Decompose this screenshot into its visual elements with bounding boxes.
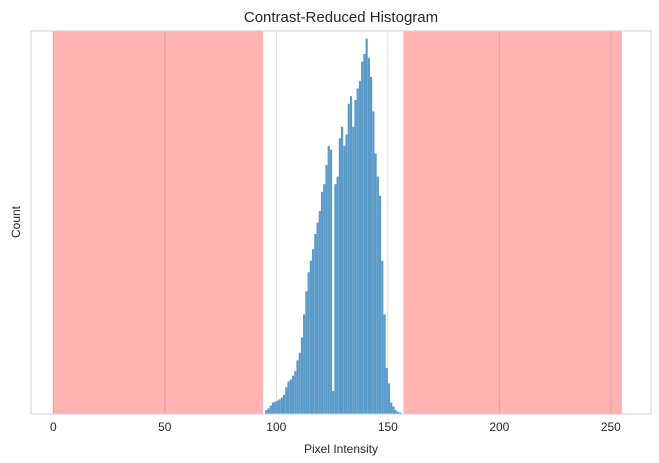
histogram-bar [323,184,326,414]
histogram-bar [367,57,370,415]
x-tick-label: 150 [378,420,398,434]
histogram-bar [363,53,366,414]
histogram-bar [285,387,288,414]
plot-area: 0 50 100 150 200 250 [30,30,652,434]
histogram-bar [372,111,375,415]
histogram-bar [316,222,319,414]
histogram-bar [307,272,310,414]
histogram-bar [365,38,368,414]
axes-frame [30,30,652,415]
histogram-bar [267,408,270,414]
histogram-bar [369,76,373,415]
shaded-region [403,31,623,414]
histogram-bar [387,383,391,414]
histogram-bar [291,375,295,414]
histogram-bar [378,195,382,414]
histogram-bar [278,399,281,414]
histogram-bar [361,61,364,414]
histogram-bar [374,153,377,414]
histogram-bar [287,381,290,414]
x-tick-label: 250 [601,420,621,434]
y-axis-label: Count [9,205,23,238]
histogram-bar [394,410,397,414]
histogram-bar [280,397,284,414]
histogram-bar [354,99,357,414]
histogram-bar [276,400,279,414]
histogram-bar [296,360,299,414]
histogram-bar [334,184,337,414]
x-tick-label: 100 [266,420,286,434]
histogram-bar [356,88,359,414]
histogram-bar [396,411,399,414]
histogram-bar [329,149,333,415]
shaded-region [53,31,263,414]
histogram-bar [352,126,355,414]
histogram-bar [312,249,315,414]
histogram-bar [338,138,341,415]
histogram-bar [305,291,308,414]
histogram-bar [320,191,324,414]
histogram-bar [265,410,268,414]
histogram-bar [385,368,388,414]
histogram-bar [398,412,402,414]
histogram-bar [314,233,317,414]
histogram-bar [274,401,277,414]
histogram-bar [390,402,393,414]
histogram-bar [283,394,286,414]
histogram-bar [309,260,313,414]
x-tick-label: 0 [50,420,57,434]
histogram-bar [271,402,275,414]
histogram-bar [327,145,330,414]
histogram-bar [332,391,335,414]
histogram-bar [341,126,344,414]
histogram-bar [392,406,395,414]
histogram-bar [300,337,304,414]
histogram-bar [349,96,353,415]
chart-title: Contrast-Reduced Histogram [244,9,438,26]
histogram-bar [383,314,386,414]
x-tick-label: 50 [158,420,172,434]
histogram-bar [294,371,297,414]
histogram-bar [318,211,321,414]
histogram-bar [336,176,339,414]
histogram-bar [289,379,292,414]
histogram-bar [358,80,362,414]
histogram-bar [325,165,328,414]
x-axis-label: Pixel Intensity [304,442,378,456]
histogram-bar [303,314,306,414]
histogram-bar [269,405,272,414]
histogram-bar [376,176,379,414]
x-tick-label: 200 [489,420,509,434]
histogram-bar [381,260,384,414]
histogram-bar [343,145,346,414]
histogram-bar [345,134,348,414]
histogram-bar [298,352,301,414]
histogram-bar [347,103,350,415]
